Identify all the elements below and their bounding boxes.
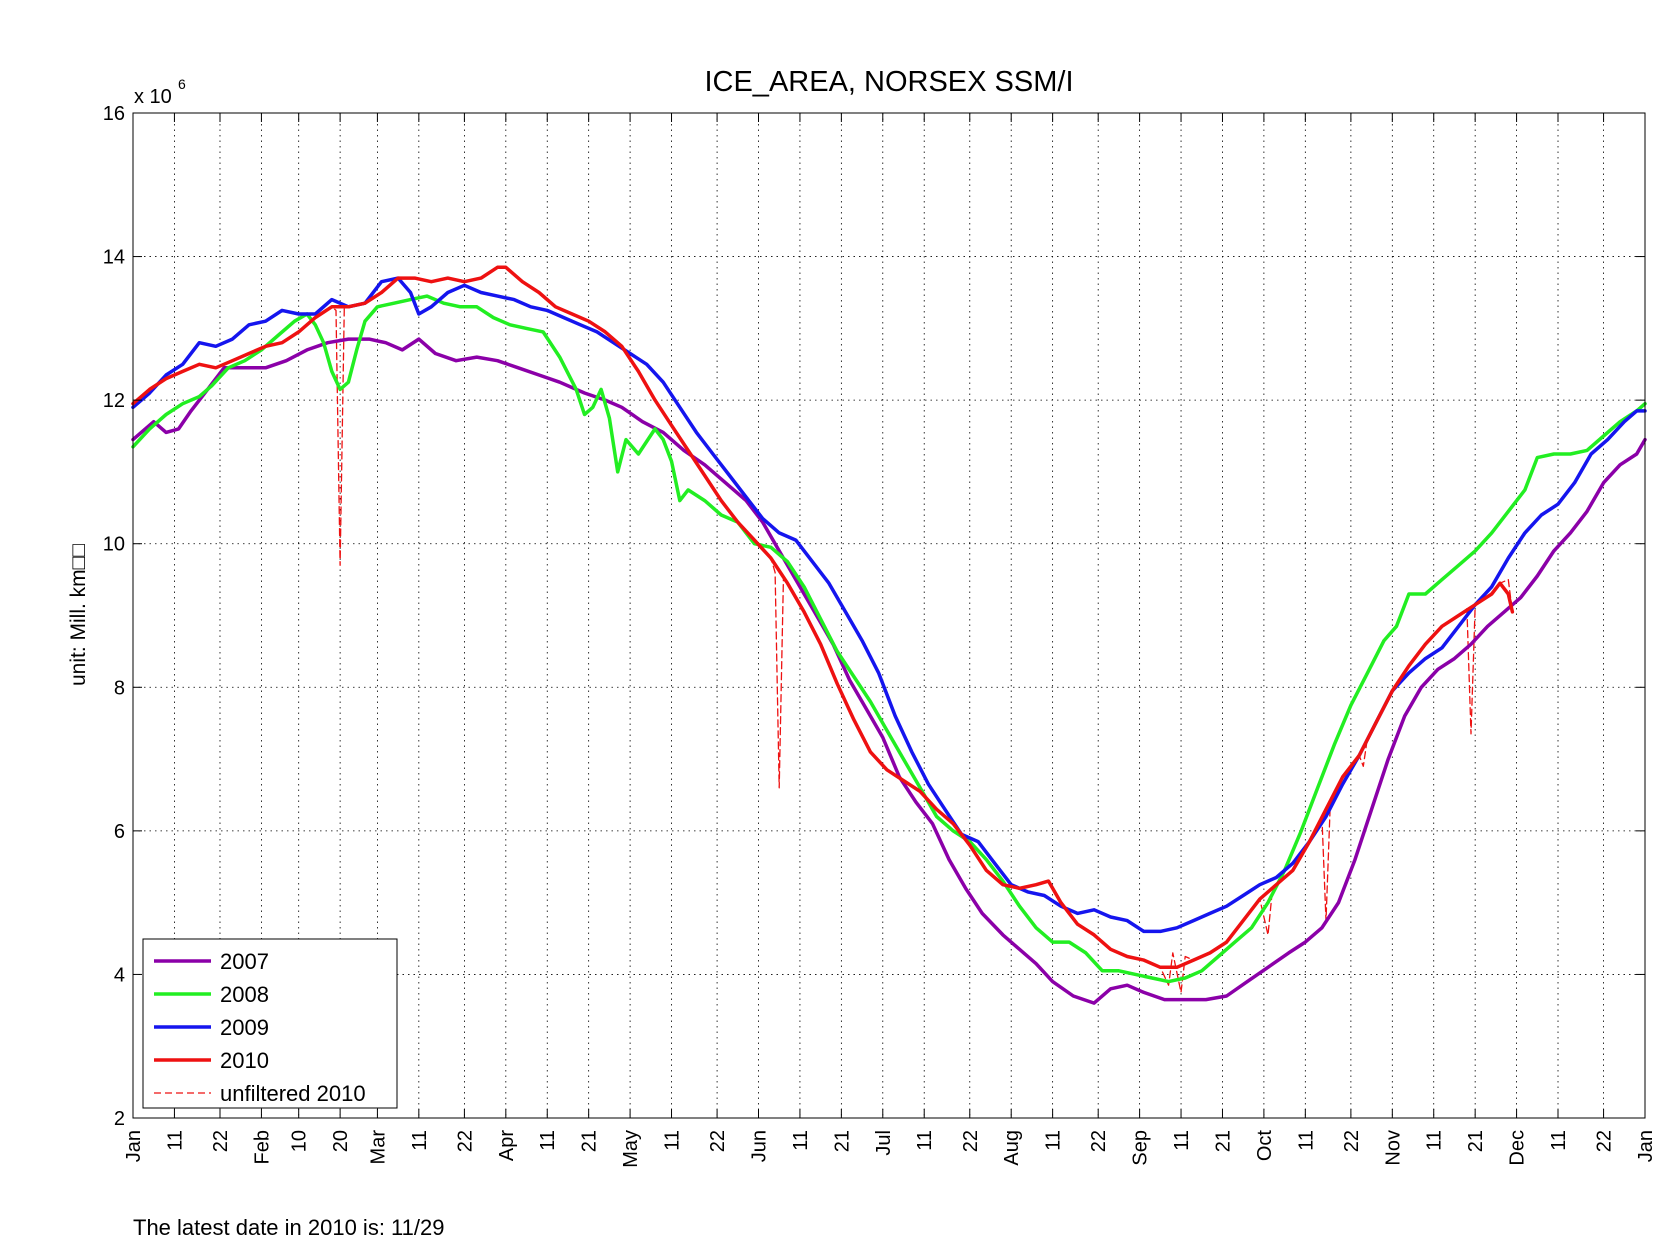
y-tick-label: 6 [114,821,125,843]
x-tick-label: 22 [210,1130,232,1152]
x-tick-label: 11 [1548,1130,1570,1151]
legend-label: 2009 [220,1015,269,1040]
x-tick-label: Dec [1507,1130,1529,1166]
y-tick-label: 10 [103,534,125,556]
x-tick-label: 21 [1212,1130,1234,1152]
x-tick-label: Jun [749,1130,771,1162]
x-tick-label: Apr [496,1130,518,1161]
y-tick-label: 16 [103,103,125,125]
legend-label: 2007 [220,949,269,974]
series-line-2009 [131,276,1647,934]
axis-ticks [132,112,1646,1119]
x-tick-label: Jan [1635,1130,1657,1162]
y-axis-label: unit: Mill. km□□ [67,544,90,686]
x-tick-label: 11 [790,1130,812,1151]
legend: 2007 2008 2009 2010 unfiltered 2010 [142,938,398,1109]
x-tick-label: 21 [1465,1130,1487,1152]
x-tick-label: 11 [409,1130,431,1151]
y-tick-label: 4 [114,964,125,986]
y-tick-label: 12 [103,390,125,412]
y-tick-labels: 2 4 6 8 10 12 14 16 [103,103,125,1130]
x-tick-label: 11 [164,1130,186,1151]
x-tick-label: 11 [1043,1130,1065,1151]
x-tick-label: Aug [1001,1130,1023,1166]
x-tick-label: Jan [123,1130,145,1162]
x-tick-label: 11 [1295,1130,1317,1151]
x-tick-label: 22 [1088,1130,1110,1152]
footer-note: The latest date in 2010 is: 11/29 [133,1215,445,1240]
x-tick-label: 22 [1594,1130,1616,1152]
x-tick-label: Sep [1130,1130,1152,1166]
x-tick-label: 11 [1171,1130,1193,1151]
y-tick-label: 2 [114,1108,125,1130]
x-tick-label: 22 [454,1130,476,1152]
x-tick-label: Nov [1382,1130,1404,1166]
x-tick-label: Oct [1254,1130,1276,1162]
series-line-2007 [131,337,1647,1005]
y-tick-label: 14 [103,247,125,269]
x-tick-label: 21 [579,1130,601,1152]
x-tick-label: 11 [1424,1130,1446,1151]
series-line-2008 [131,294,1647,984]
x-tick-label: 11 [662,1130,684,1151]
x-tick-labels: Jan 11 22 Feb 10 20 Mar 11 22 Apr 11 21 May 11 22 Jun 11… [123,1130,1657,1168]
legend-label: 2008 [220,982,269,1007]
x-tick-label: 22 [1341,1130,1363,1152]
x-tick-label: Mar [367,1130,389,1165]
x-tick-label: 20 [330,1130,352,1152]
chart-title: ICE_AREA, NORSEX SSM/I [704,66,1073,98]
x-tick-label: Jul [873,1130,895,1156]
legend-box [142,938,398,1109]
x-tick-label: 11 [914,1130,936,1151]
x-tick-label: May [620,1130,642,1168]
plot-frame [132,112,1646,1119]
legend-items: 2007 2008 2009 2010 unfiltered 2010 [154,949,366,1106]
y-multiplier-exponent: 6 [178,76,186,92]
y-multiplier-label: x 10 [134,86,172,108]
series-lines [131,265,1647,1005]
legend-label: 2010 [220,1048,269,1073]
x-tick-label: 10 [289,1130,311,1152]
x-tick-label: 22 [960,1130,982,1152]
x-tick-label: 22 [707,1130,729,1152]
y-tick-label: 8 [114,677,125,699]
x-tick-label: 11 [537,1130,559,1151]
legend-label: unfiltered 2010 [220,1081,366,1106]
x-tick-label: 21 [831,1130,853,1152]
x-tick-label: Feb [251,1130,273,1164]
series-line-2010 [131,265,1515,970]
